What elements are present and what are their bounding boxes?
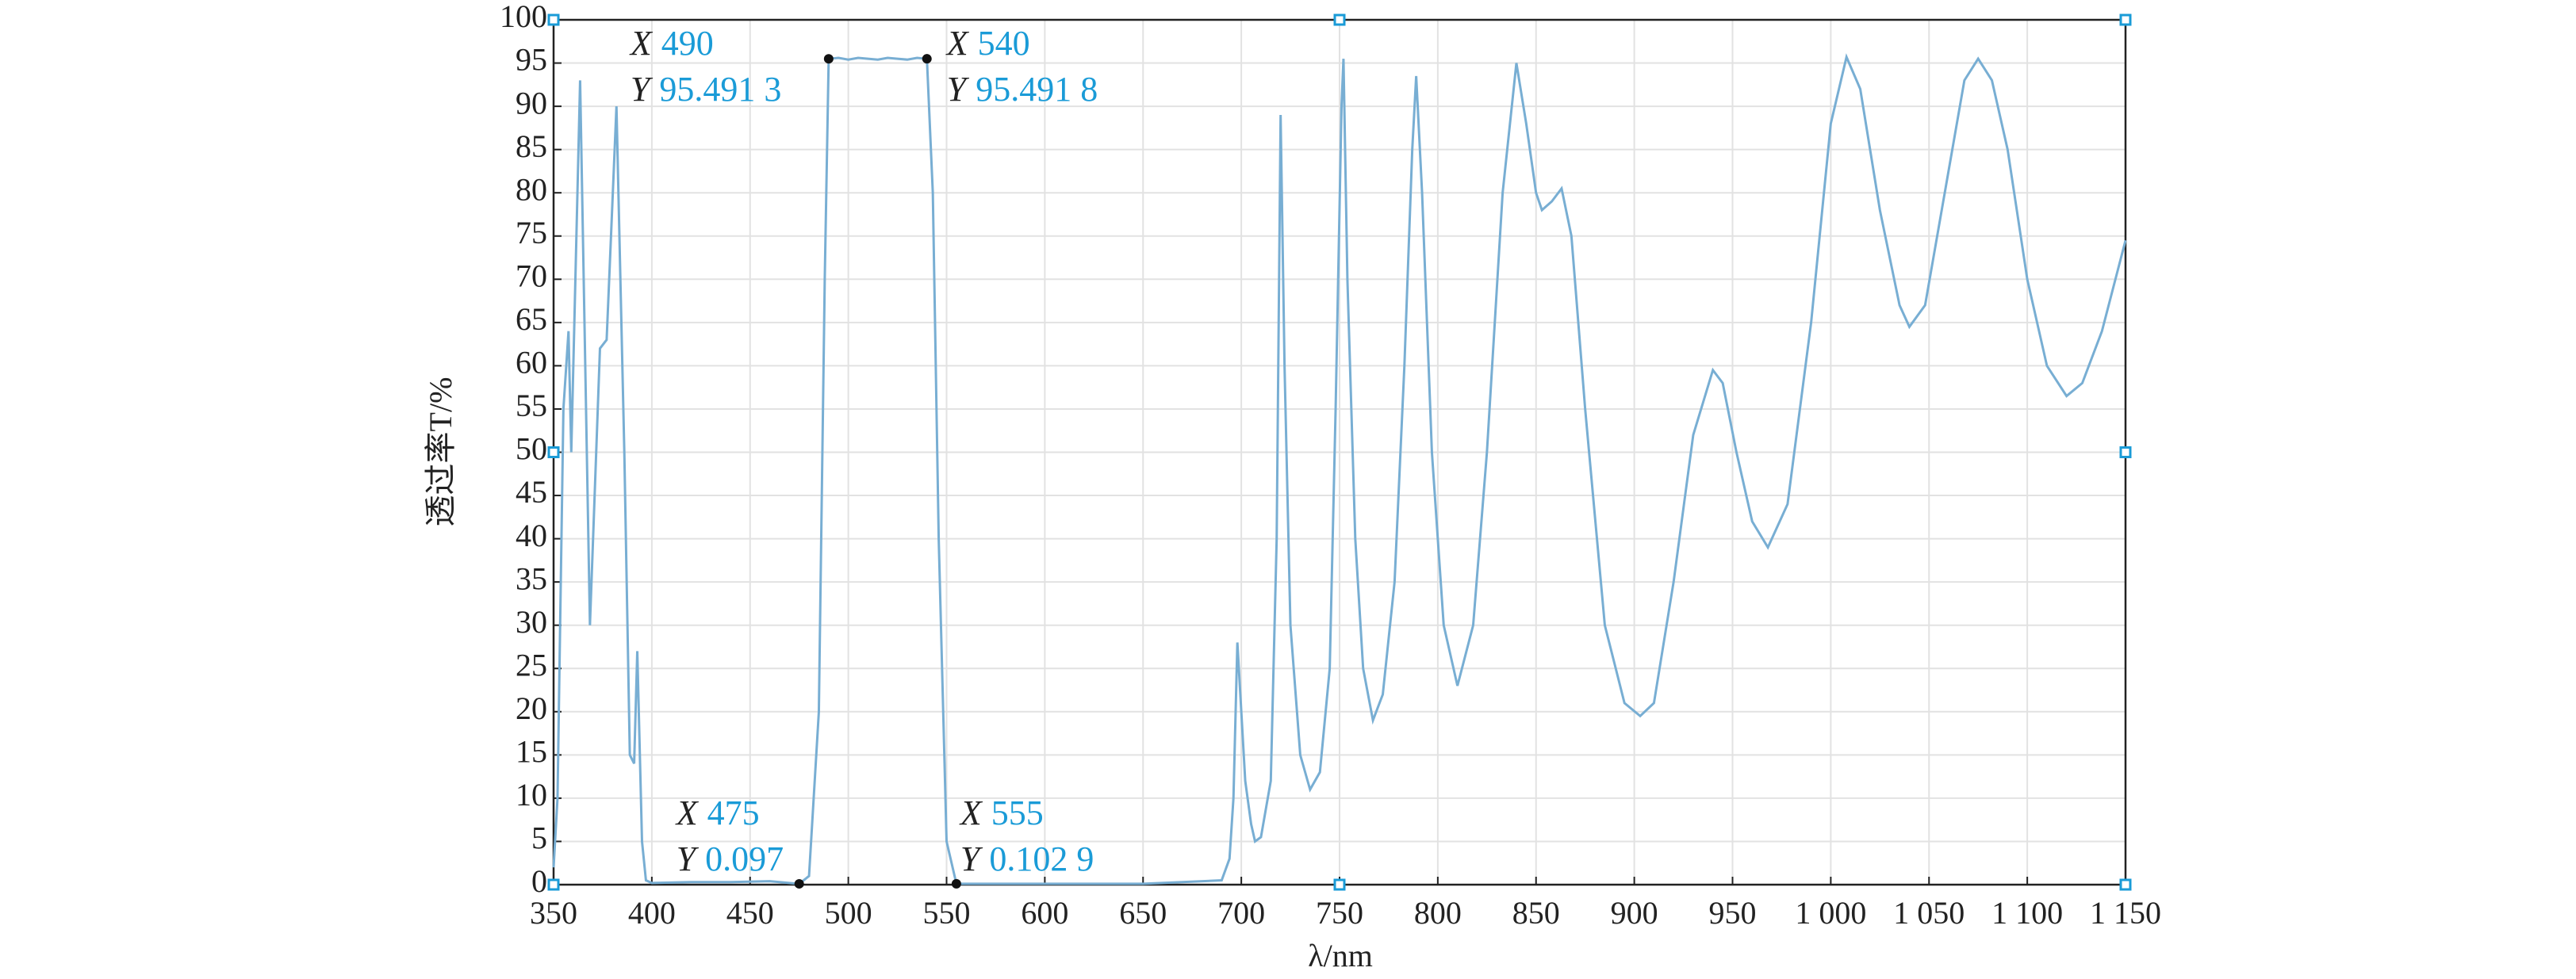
tip-prefix: Y [677,839,700,878]
handle [547,878,560,891]
data-tip-point [823,54,834,64]
x-tick-label: 650 [1119,895,1167,931]
data-tip-x: X 540 [945,24,1030,63]
data-tip-x: X 475 [675,794,760,832]
tip-prefix: X [945,24,970,63]
y-tick-label: 80 [516,171,547,207]
data-tip-x: X 490 [629,24,714,63]
x-tick-label: 1 150 [2090,895,2161,931]
y-tick-label: 50 [516,431,547,467]
y-tick-label: 60 [516,345,547,381]
tip-prefix: Y [947,70,970,109]
tip-y-value: 0.102 9 [989,839,1094,878]
x-tick-label: 950 [1709,895,1757,931]
y-tick-label: 25 [516,647,547,683]
tip-x-value: 475 [707,794,760,832]
x-tick-label: 850 [1512,895,1560,931]
x-tick-label: 1 000 [1795,895,1866,931]
y-tick-label: 15 [516,734,547,770]
data-tip-x: X 555 [959,794,1044,832]
tip-prefix: X [629,24,654,63]
handle [547,446,560,458]
tip-prefix: Y [960,839,983,878]
tip-x-value: 540 [978,24,1030,63]
data-tip-point [794,878,804,889]
tip-prefix: Y [631,70,654,109]
y-tick-label: 5 [531,820,547,856]
x-tick-label: 900 [1611,895,1658,931]
x-tick-label: 550 [923,895,971,931]
y-tick-label: 85 [516,128,547,164]
y-tick-label: 0 [531,863,547,899]
y-tick-label: 45 [516,474,547,510]
x-axis-label: λ/nm [1308,938,1373,973]
tip-prefix: X [959,794,983,832]
data-tip-point [951,878,961,889]
handle [547,13,560,26]
data-line [552,53,2127,885]
x-tick-label: 1 100 [1991,895,2063,931]
y-tick-label: 10 [516,777,547,813]
x-tick-label: 750 [1316,895,1363,931]
handle [2119,878,2132,891]
tip-y-value: 0.097 [705,839,784,878]
x-tick-label: 700 [1217,895,1265,931]
y-tick-label: 95 [516,42,547,78]
y-tick-label: 90 [516,85,547,120]
y-tick-label: 75 [516,215,547,250]
y-tick-label: 40 [516,518,547,553]
handle [2119,446,2132,458]
tip-y-value: 95.491 8 [976,70,1098,109]
tip-y-value: 95.491 3 [659,70,781,109]
data-tip-point [922,54,932,64]
x-tick-label: 800 [1414,895,1462,931]
handle [2119,13,2132,26]
data-tip-y: Y 95.491 8 [947,70,1098,109]
data-tip-y: Y 95.491 3 [631,70,781,109]
handle [1333,878,1346,891]
y-tick-label: 55 [516,388,547,423]
y-tick-label: 20 [516,690,547,726]
y-tick-label: 100 [500,0,547,34]
y-tick-label: 30 [516,604,547,640]
x-tick-label: 450 [726,895,774,931]
y-tick-label: 70 [516,258,547,293]
data-tip-y: Y 0.102 9 [960,839,1094,878]
x-tick-label: 350 [530,895,577,931]
x-tick-label: 600 [1021,895,1068,931]
tip-x-value: 555 [991,794,1044,832]
y-tick-label: 35 [516,560,547,596]
x-tick-label: 500 [825,895,872,931]
tip-prefix: X [675,794,700,832]
x-tick-label: 1 050 [1893,895,1965,931]
x-tick-label: 400 [628,895,676,931]
tip-x-value: 490 [661,24,714,63]
data-tip-y: Y 0.097 [677,839,784,878]
y-tick-label: 65 [516,301,547,337]
y-axis-label: 透过率T/% [423,377,458,527]
handle [1333,13,1346,26]
